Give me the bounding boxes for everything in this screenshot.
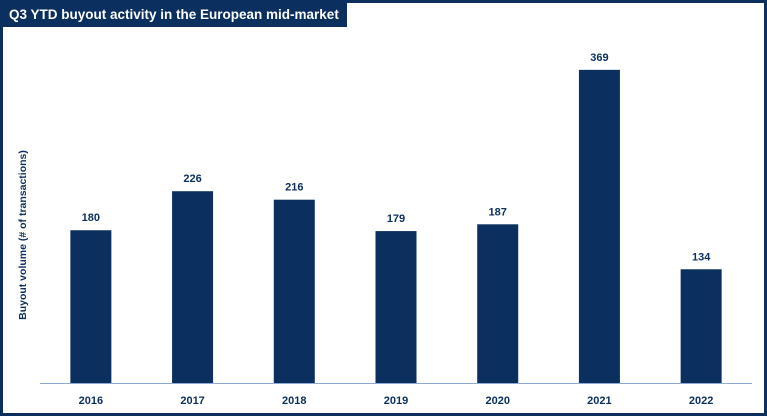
data-label-2016: 180 (82, 212, 100, 224)
bar-2021 (578, 69, 620, 384)
bar-chart: 180 2016 226 2017 216 2018 179 2019 187 2020 369 20… (40, 52, 752, 407)
x-tick-label-2022: 2022 (689, 395, 713, 407)
bar-2020 (477, 224, 519, 383)
data-label-2017: 226 (183, 173, 201, 185)
x-tick-label-2017: 2017 (180, 395, 204, 407)
data-label-2019: 179 (387, 213, 405, 225)
x-tick-label-2021: 2021 (587, 395, 611, 407)
data-label-2018: 216 (285, 182, 303, 194)
bar-2022 (680, 269, 722, 383)
x-tick-label-2018: 2018 (282, 395, 306, 407)
data-label-2021: 369 (590, 52, 608, 64)
x-tick-label-2020: 2020 (485, 395, 509, 407)
x-tick-label-2019: 2019 (384, 395, 408, 407)
bar-2017 (172, 191, 214, 383)
chart-title: Q3 YTD buyout activity in the European m… (3, 3, 347, 27)
bar-2016 (70, 230, 112, 383)
data-label-2022: 134 (692, 251, 711, 263)
bar-2019 (375, 231, 417, 383)
data-label-2020: 187 (489, 206, 507, 218)
bar-2018 (273, 199, 315, 383)
x-tick-label-2016: 2016 (79, 395, 103, 407)
